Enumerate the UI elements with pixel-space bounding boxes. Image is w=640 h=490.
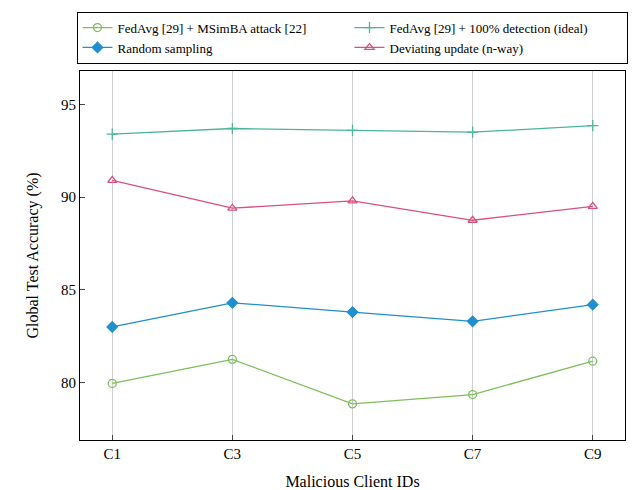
svg-text:Random sampling: Random sampling [118,41,213,56]
svg-text:C9: C9 [584,446,602,462]
svg-text:C5: C5 [344,446,362,462]
svg-text:Malicious Client IDs: Malicious Client IDs [285,473,419,490]
svg-text:FedAvg [29] + MSimBA attack [2: FedAvg [29] + MSimBA attack [22] [118,21,307,36]
svg-text:C1: C1 [103,446,121,462]
svg-text:85: 85 [61,282,76,298]
svg-text:C3: C3 [224,446,242,462]
svg-text:80: 80 [61,375,76,391]
svg-text:FedAvg [29] + 100% detection (: FedAvg [29] + 100% detection (ideal) [390,21,588,36]
svg-text:Deviating update (n-way): Deviating update (n-way) [390,41,524,56]
svg-text:95: 95 [61,97,76,113]
svg-text:Global Test Accuracy (%): Global Test Accuracy (%) [24,172,42,338]
svg-text:C7: C7 [464,446,482,462]
svg-text:90: 90 [61,189,76,205]
